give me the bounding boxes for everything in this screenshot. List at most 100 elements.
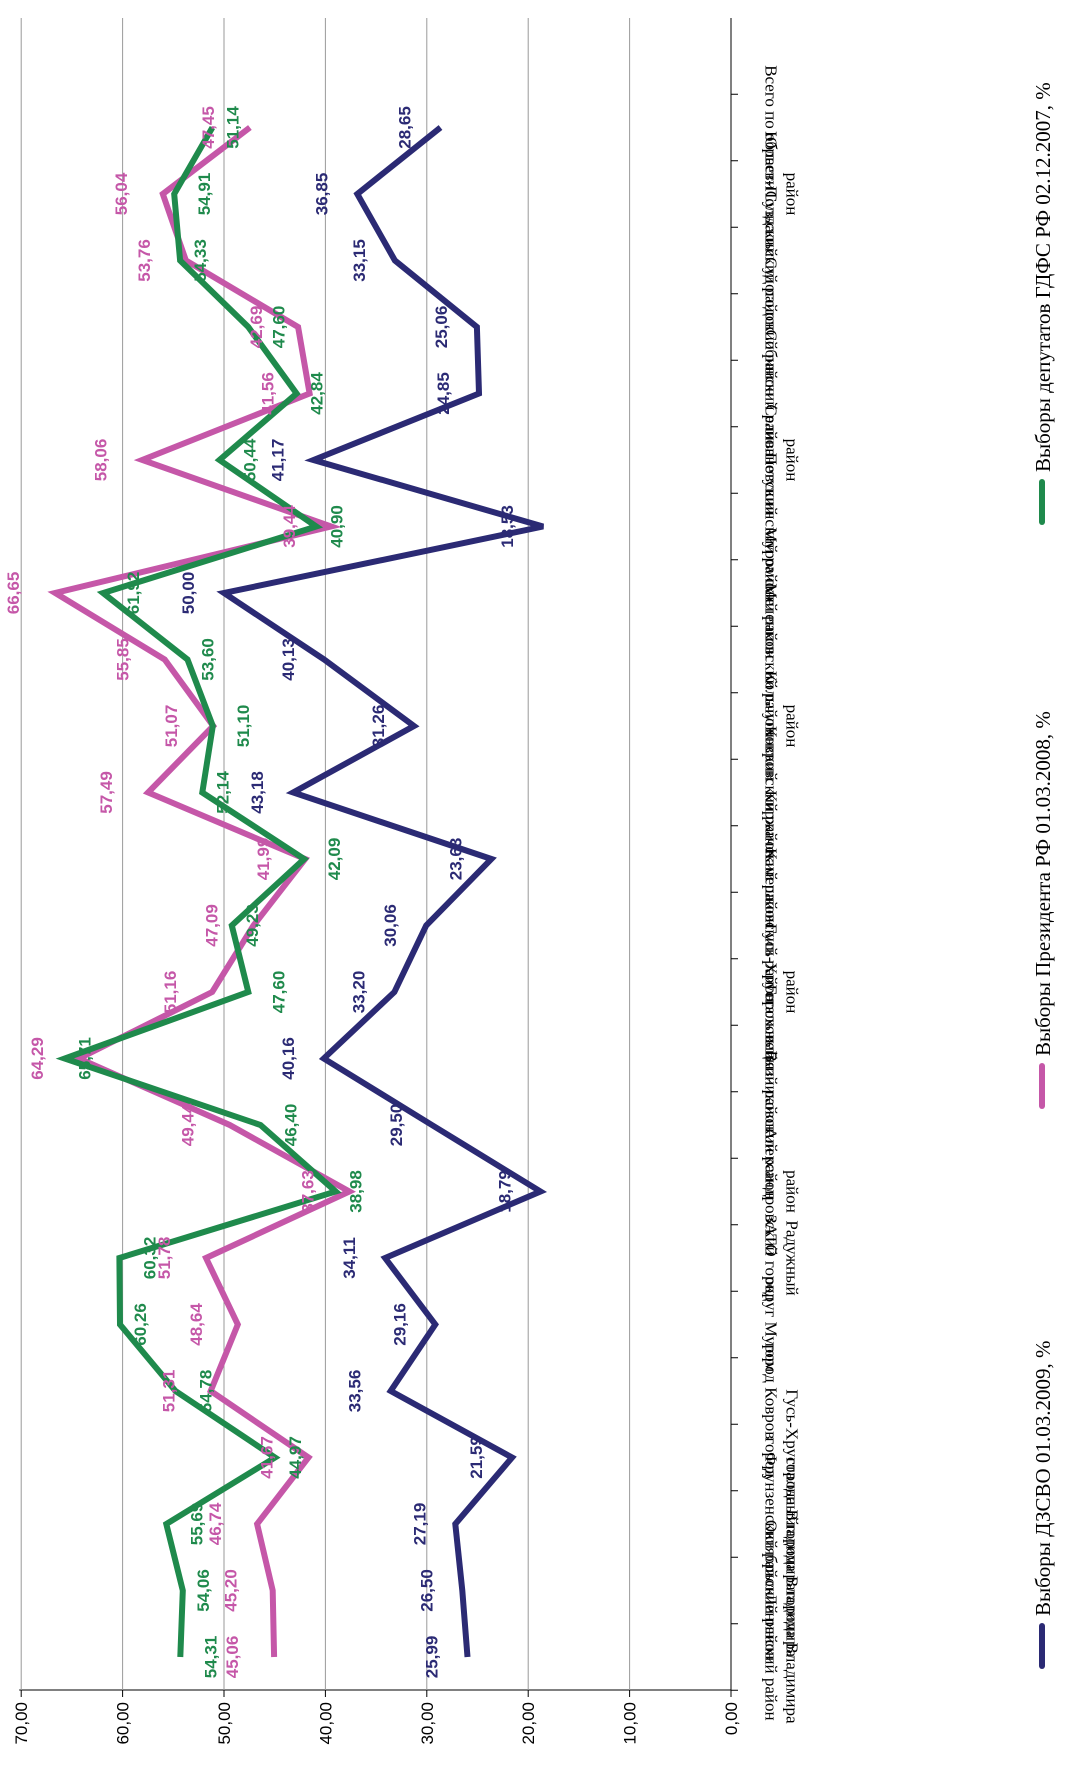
data-label: 25,99 [423, 1636, 442, 1679]
data-label: 45,06 [223, 1636, 242, 1679]
value-tick-label: 50,00 [215, 1702, 234, 1745]
category-label: Всего по области [762, 65, 781, 190]
data-label: 47,60 [269, 971, 288, 1014]
category-label-line: район [783, 705, 802, 748]
category-label: округ Муром [762, 1277, 781, 1373]
category-label-line: Ленинский район [762, 1593, 781, 1720]
data-label: 41,56 [259, 372, 278, 415]
data-label: 51,78 [155, 1237, 174, 1280]
category-label-line: Гороховецкий район [762, 985, 781, 1133]
data-label: 53,60 [199, 638, 218, 681]
value-tick-label: 30,00 [418, 1702, 437, 1745]
category-label-line: Муромский район [762, 527, 781, 659]
data-label: 31,26 [369, 705, 388, 748]
category-label: Судогодский район [762, 257, 781, 397]
data-label: 26,50 [417, 1569, 436, 1612]
data-label: 60,32 [140, 1237, 159, 1280]
data-label: 61,92 [124, 572, 143, 615]
category-label-line: Александровский [762, 1127, 781, 1255]
data-label: 46,40 [282, 1104, 301, 1147]
data-label: 50,44 [241, 438, 260, 481]
category-label-line: города Владимира [783, 1590, 802, 1723]
data-label: 33,15 [350, 239, 369, 282]
category-label: Гусь-Хрустальный район [762, 924, 802, 1060]
category-label: Октябрьский район города Владимира [762, 1520, 802, 1661]
data-label: 29,16 [390, 1303, 409, 1346]
category-label-line: город Ковров [762, 1343, 781, 1440]
data-label: 42,09 [325, 838, 344, 881]
data-label: 45,20 [222, 1569, 241, 1612]
category-label-line: Всего по области [762, 65, 781, 190]
category-label-line: Юрьев-Польский [762, 131, 781, 257]
category-label: Петушинский район [762, 453, 781, 601]
data-label: 24,85 [434, 372, 453, 415]
data-label: 57,49 [97, 771, 116, 814]
data-label: 60,26 [131, 1303, 150, 1346]
category-label-line: Селивановский [762, 404, 781, 516]
data-label: 27,19 [410, 1503, 429, 1546]
category-label: Кольчугинский район [762, 671, 802, 781]
data-label: 47,09 [203, 904, 222, 947]
data-label: 47,45 [199, 106, 218, 149]
category-label-line: Ковровский район [762, 726, 781, 859]
category-label-line: Судогодский район [762, 257, 781, 397]
category-label-line: Фрунзенский район [762, 1452, 781, 1596]
category-label: Муромский район [762, 527, 781, 659]
series-line [216, 125, 548, 1658]
category-label-line: Собинский район [762, 330, 781, 458]
category-label: Меленковский район [762, 583, 781, 735]
category-label-line: Суздальский район [762, 191, 781, 330]
data-label: 54,31 [201, 1636, 220, 1679]
data-label: 51,14 [223, 106, 242, 149]
data-label: 55,85 [114, 638, 133, 681]
data-label: 47,60 [269, 306, 288, 349]
category-label: город Ковров [762, 1343, 781, 1440]
category-label-line: город [762, 1437, 781, 1478]
category-label-line: ЗАТО город [762, 1215, 781, 1302]
data-label: 54,91 [195, 173, 214, 216]
category-label-line: Меленковский район [762, 583, 781, 735]
data-label: 34,11 [340, 1237, 359, 1279]
data-label: 54,06 [194, 1569, 213, 1612]
category-label: Ковровский район [762, 726, 781, 859]
category-label: Собинский район [762, 330, 781, 458]
category-label: Юрьев-Польский район [762, 131, 802, 257]
data-label: 55,69 [187, 1503, 206, 1546]
data-label: 54,78 [197, 1370, 216, 1413]
value-tick-label: 20,00 [519, 1702, 538, 1745]
data-label: 41,99 [254, 838, 273, 881]
category-label: Ленинский район города Владимира [762, 1590, 802, 1723]
data-label: 36,85 [312, 173, 331, 216]
data-label: 23,63 [446, 838, 465, 881]
data-label: 64,29 [28, 1037, 47, 1080]
series-line [55, 126, 342, 1658]
data-label: 51,31 [160, 1370, 179, 1413]
category-label: Селивановский район [762, 404, 802, 516]
data-label: 52,14 [213, 771, 232, 814]
data-label: 29,50 [387, 1104, 406, 1147]
category-label-line: район [783, 971, 802, 1014]
data-label: 54,33 [191, 239, 210, 282]
data-label: 28,65 [396, 106, 415, 149]
category-label-line: Октябрьский район [762, 1520, 781, 1661]
data-label: 42,84 [308, 372, 327, 415]
value-tick-label: 10,00 [621, 1702, 640, 1745]
data-label: 44,97 [286, 1436, 305, 1479]
data-label: 51,16 [161, 971, 180, 1014]
value-tick-label: 40,00 [316, 1702, 335, 1745]
data-label: 40,13 [279, 638, 298, 681]
data-label: 42,69 [247, 306, 266, 349]
data-label: 56,04 [112, 172, 131, 215]
legend-label: Выборы Президента РФ 01.03.2008, % [1031, 711, 1055, 1056]
category-label: город Гусь-Хрустальный [762, 1389, 802, 1525]
value-tick-label: 60,00 [114, 1702, 133, 1745]
data-label: 37,63 [298, 1170, 317, 1213]
data-label: 39,44 [280, 505, 299, 548]
data-label: 51,07 [162, 705, 181, 748]
category-label-line: район [783, 173, 802, 216]
category-label-line: Кольчугинский [762, 671, 781, 781]
data-label: 58,06 [91, 439, 110, 482]
category-label-line: Гусь-Хрустальный [783, 1389, 802, 1525]
data-label: 41,67 [258, 1436, 277, 1479]
legend-label: Выборы депутатов ГДФС РФ 02.12.2007, % [1031, 82, 1055, 472]
